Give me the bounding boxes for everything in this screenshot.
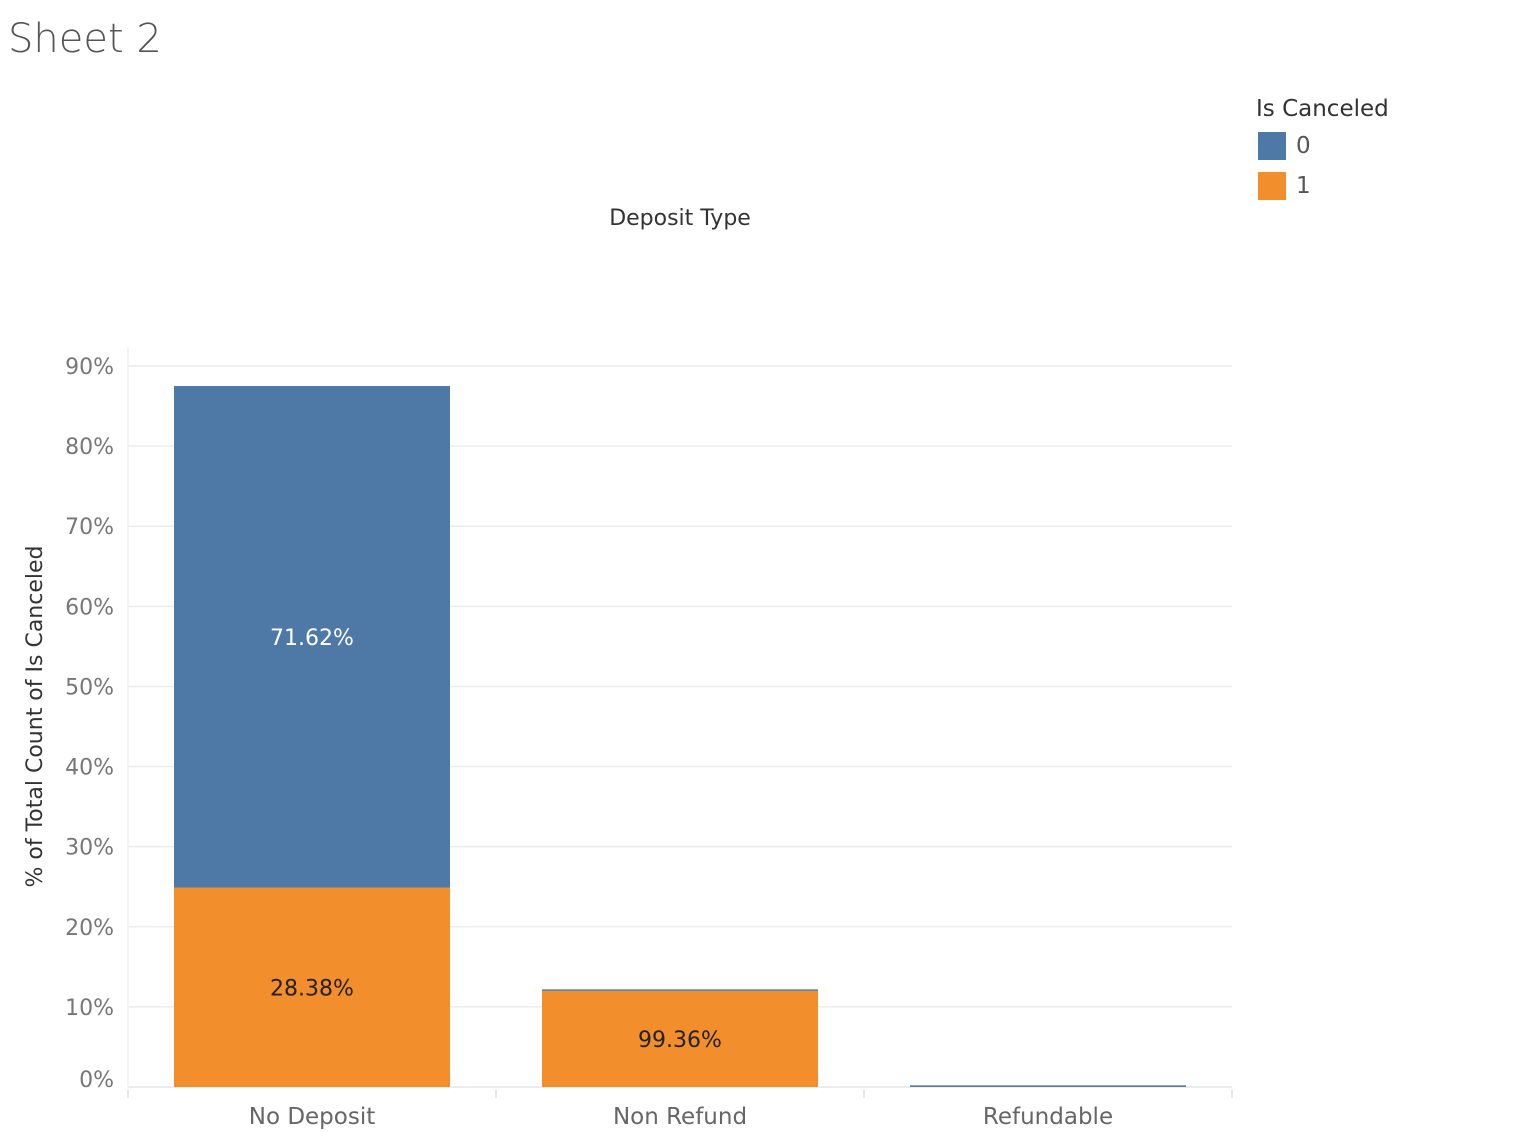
bar-non-refund-series-0: [542, 989, 818, 991]
x-tick-label: Refundable: [983, 1104, 1113, 1130]
y-tick-label: 90%: [65, 355, 114, 380]
data-label: 28.38%: [270, 976, 354, 1001]
y-tick-label: 50%: [65, 675, 114, 700]
y-tick-label: 80%: [65, 435, 114, 460]
y-tick-label: 0%: [79, 1068, 114, 1093]
y-tick-label: 40%: [65, 756, 114, 781]
x-tick-label: No Deposit: [249, 1104, 376, 1130]
y-tick-label: 70%: [65, 515, 114, 540]
y-tick-label: 20%: [65, 916, 114, 941]
bar-refundable-series-0: [910, 1085, 1186, 1087]
y-tick-label: 60%: [65, 595, 114, 620]
y-axis-title: % of Total Count of Is Canceled: [23, 546, 48, 888]
data-label: 71.62%: [270, 626, 354, 651]
y-tick-label: 30%: [65, 836, 114, 861]
x-tick-label: Non Refund: [613, 1104, 747, 1130]
y-tick-label: 10%: [65, 996, 114, 1021]
data-label: 99.36%: [638, 1028, 722, 1053]
